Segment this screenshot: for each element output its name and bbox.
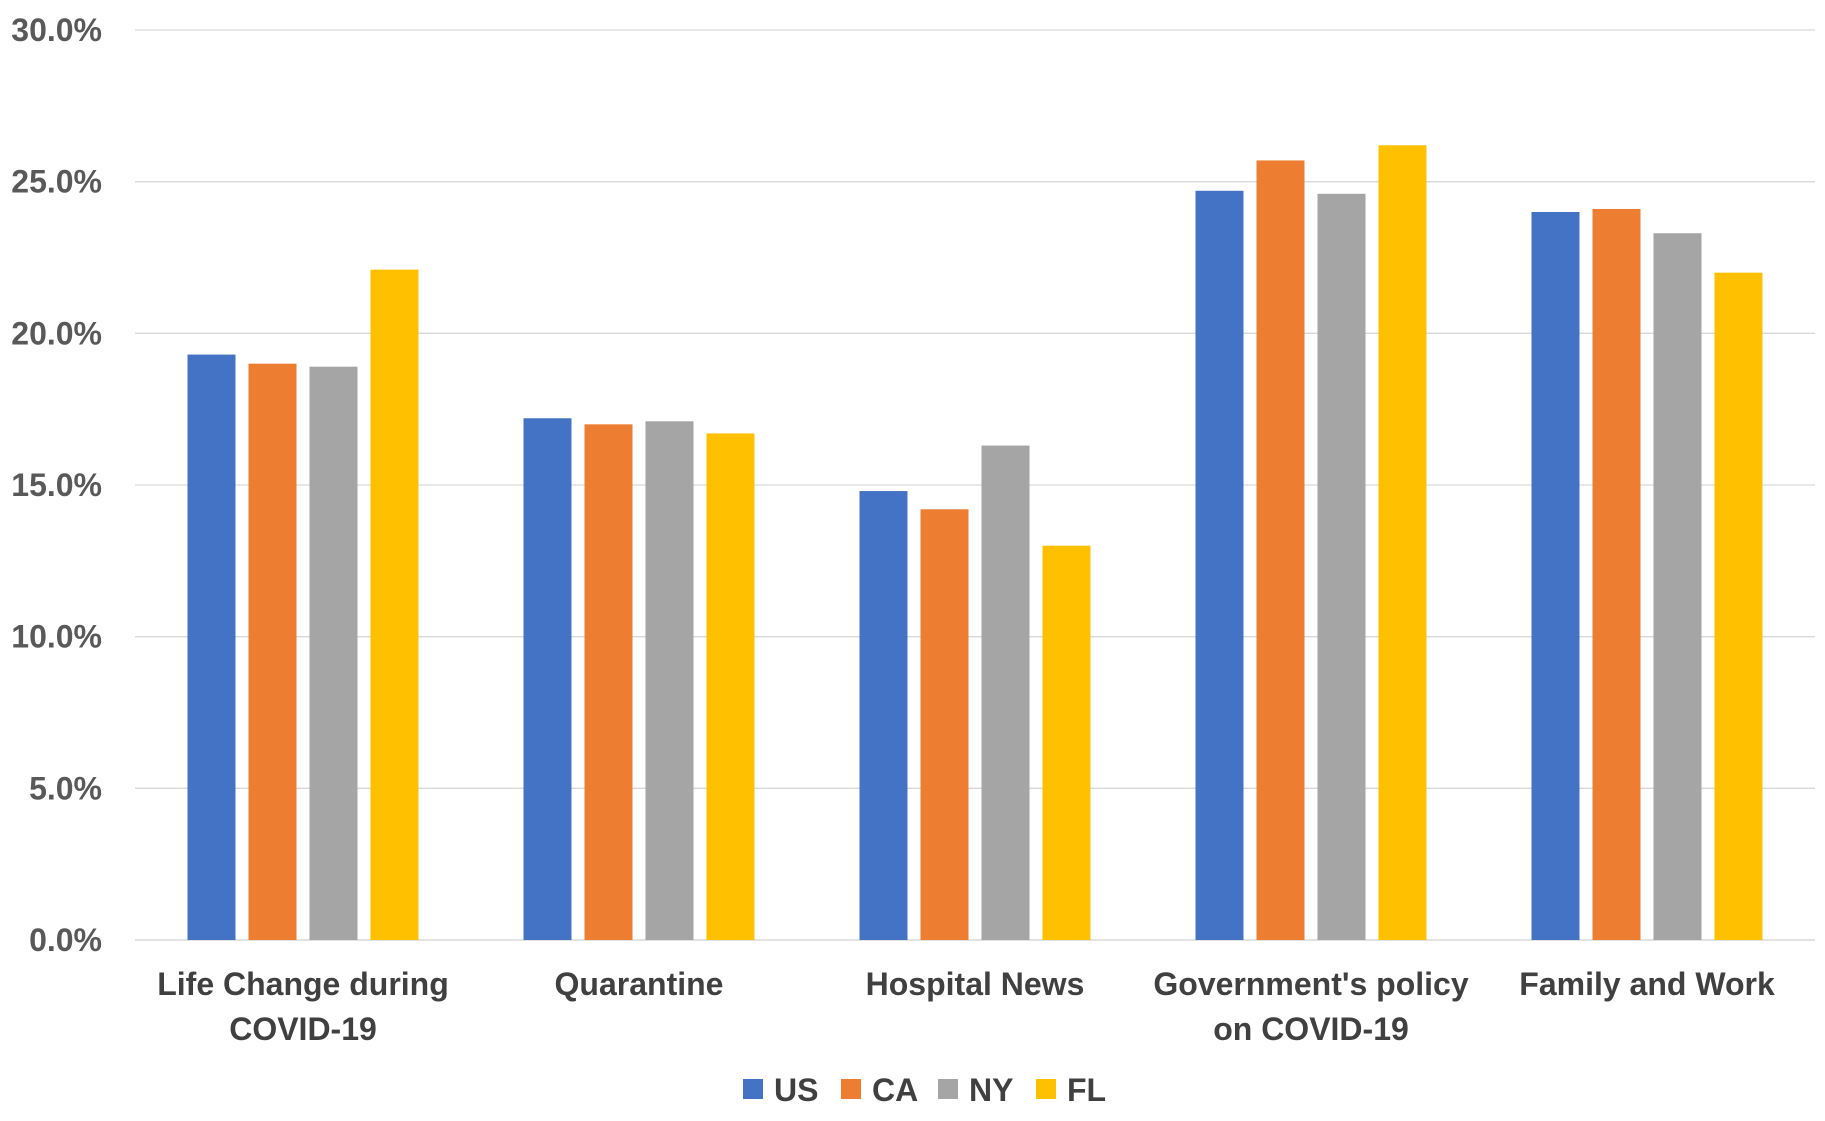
bar-fl-0 [370,269,419,941]
legend-label-fl: FL [1067,1072,1106,1108]
bar-fl-1 [706,433,755,940]
legend-label-us: US [774,1072,818,1108]
legend: US CA NY FL [743,1072,1106,1108]
bar-ny-3 [1317,193,1366,941]
bars [187,145,1763,941]
y-tick-label: 5.0% [29,770,102,806]
bar-ca-1 [584,424,633,940]
y-axis-tick-labels: 0.0% 5.0% 10.0% 15.0% 20.0% 25.0% 30.0% [11,12,102,958]
bar-us-1 [523,418,572,940]
y-tick-label: 30.0% [11,12,102,48]
x-category-label-line: Family and Work [1519,966,1775,1002]
y-tick-label: 25.0% [11,164,102,200]
legend-label-ca: CA [872,1072,918,1108]
bar-ca-2 [920,509,969,940]
legend-swatch-ny [938,1079,958,1099]
x-category-label: Quarantine [555,966,724,1002]
x-category-label: Hospital News [866,966,1085,1002]
bar-us-3 [1195,190,1244,940]
x-category-label: Family and Work [1519,966,1775,1002]
bar-ca-3 [1256,160,1305,940]
y-tick-label: 20.0% [11,315,102,351]
bar-us-0 [187,354,236,941]
x-category-label-line: Government's policy [1153,966,1468,1002]
bar-fl-3 [1378,145,1427,940]
legend-swatch-ca [841,1079,861,1099]
bar-ny-4 [1653,233,1702,940]
bar-ca-0 [248,363,297,941]
legend-label-ny: NY [969,1072,1013,1108]
y-tick-label: 0.0% [29,922,102,958]
bar-ca-4 [1592,208,1641,940]
x-axis-category-labels: Life Change during COVID-19 Quarantine Hosp… [157,966,1775,1047]
bar-ny-2 [981,445,1030,940]
bar-ny-0 [309,366,358,940]
x-category-label-line: Life Change during [157,966,449,1002]
x-category-label-line: on COVID-19 [1213,1011,1409,1047]
legend-swatch-us [743,1079,763,1099]
x-category-label: Government's policy on COVID-19 [1153,966,1468,1047]
x-category-label-line: Quarantine [555,966,724,1002]
bar-fl-4 [1714,272,1763,941]
bar-ny-1 [645,421,694,940]
bar-fl-2 [1042,545,1091,940]
y-tick-label: 15.0% [11,467,102,503]
x-category-label-line: Hospital News [866,966,1085,1002]
y-tick-label: 10.0% [11,619,102,655]
legend-swatch-fl [1036,1079,1056,1099]
x-category-label-line: COVID-19 [229,1011,377,1047]
bar-us-2 [859,491,908,940]
bar-us-4 [1531,212,1580,940]
x-category-label: Life Change during COVID-19 [157,966,449,1047]
